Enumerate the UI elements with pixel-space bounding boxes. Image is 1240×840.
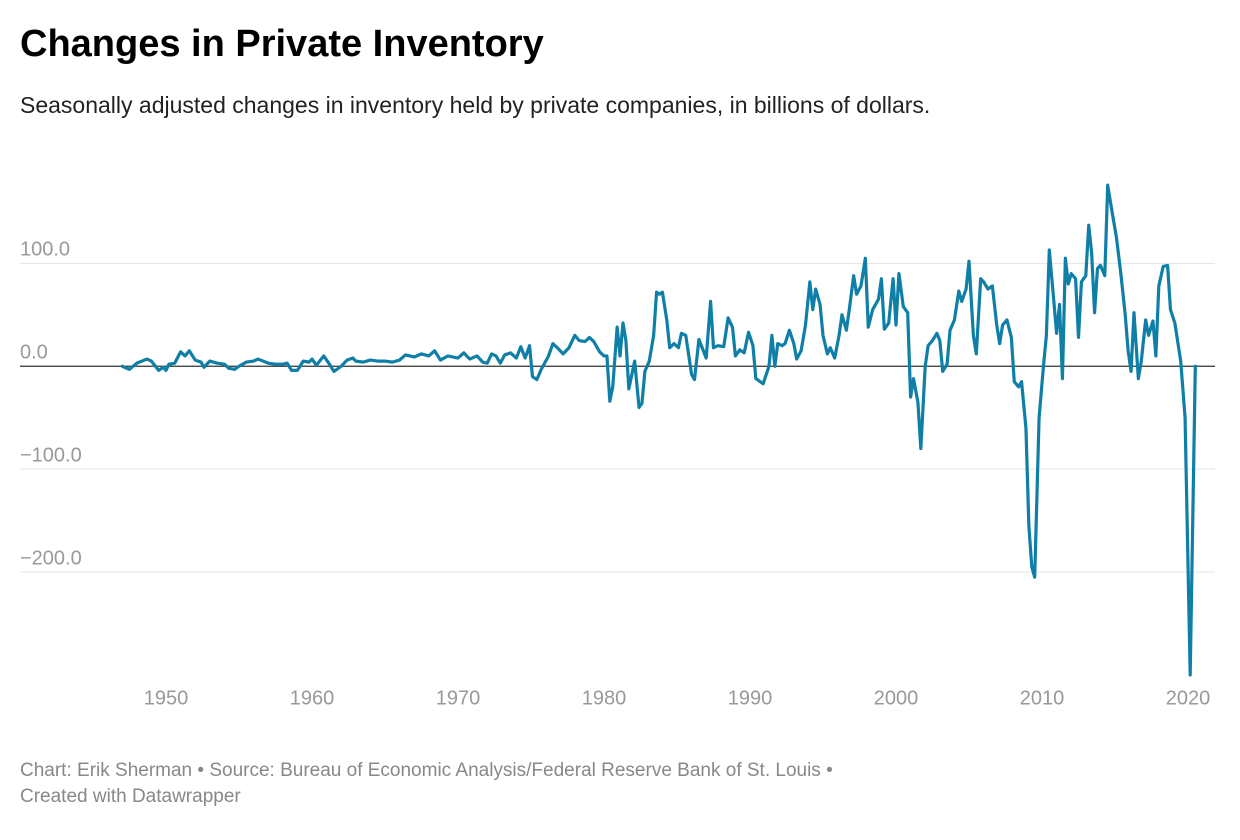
line [120,183,1197,677]
x-tick-label: 1990 [728,687,773,709]
y-tick-label: −100.0 [20,444,82,466]
y-tick-label: 0.0 [20,342,48,364]
chart-subtitle: Seasonally adjusted changes in inventory… [20,92,930,118]
x-tick-label: 1970 [436,687,481,709]
y-tick-label: −200.0 [20,547,82,569]
x-tick-label: 1960 [290,687,335,709]
x-tick-label: 1950 [144,687,189,709]
x-tick-label: 2010 [1020,687,1065,709]
x-tick-label: 2000 [874,687,919,709]
x-tick-label: 1980 [582,687,627,709]
footer: Created with Datawrapper [20,786,241,807]
x-tick-label: 2020 [1166,687,1211,709]
chart-title: Changes in Private Inventory [20,23,544,65]
y-tick-label: 100.0 [20,239,70,261]
footer: Chart: Erik Sherman • Source: Bureau of … [20,760,833,781]
